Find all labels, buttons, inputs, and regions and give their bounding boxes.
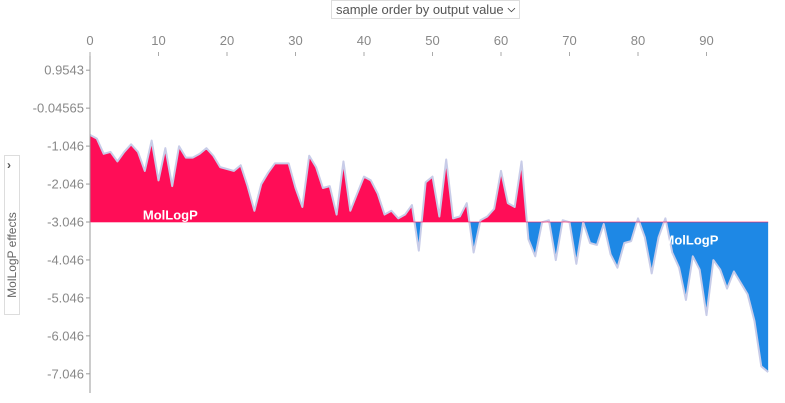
x-tick-label: 90 — [699, 33, 713, 48]
y-tick-label: -1.046 — [47, 139, 84, 154]
x-axis: 0 10 20 30 40 50 60 70 80 90 — [86, 33, 714, 56]
y-tick-label: -0.04565 — [33, 101, 84, 116]
effect-outline — [89, 133, 769, 373]
y-axis-feature-tab[interactable]: › MolLogP effects — [4, 155, 20, 315]
y-tick-label: -6.046 — [47, 328, 84, 343]
negative-feature-label: MolLogP — [664, 232, 719, 247]
x-tick-label: 10 — [151, 33, 165, 48]
x-tick-label: 40 — [357, 33, 371, 48]
y-tick-label: -2.046 — [47, 177, 84, 192]
chevron-down-icon: ⌵ — [507, 3, 516, 15]
y-tick-label: -5.046 — [47, 290, 84, 305]
x-tick-label: 60 — [494, 33, 508, 48]
x-tick-label: 30 — [288, 33, 302, 48]
y-axis: 0.9543 -0.04565 -1.046 -2.046 -3.046 -4.046 -5… — [33, 56, 91, 393]
positive-effect-area — [90, 134, 769, 222]
x-tick-label: 70 — [562, 33, 576, 48]
x-tick-label: 0 — [86, 33, 93, 48]
chevron-right-icon[interactable]: › — [7, 158, 11, 172]
ordering-select-value: sample order by output value — [336, 1, 504, 17]
y-tick-label: -4.046 — [47, 252, 84, 267]
y-tick-label: 0.9543 — [44, 63, 84, 78]
x-tick-label: 20 — [220, 33, 234, 48]
x-tick-label: 50 — [425, 33, 439, 48]
positive-feature-label: MolLogP — [143, 208, 198, 223]
y-tick-label: -7.046 — [47, 366, 84, 381]
x-tick-label: 80 — [631, 33, 645, 48]
y-axis-label: MolLogP effects — [5, 212, 19, 298]
negative-effect-area — [90, 222, 769, 373]
annotations: MolLogP MolLogP — [143, 208, 719, 248]
y-tick-label: -3.046 — [47, 215, 84, 230]
effect-areas — [89, 133, 769, 373]
ordering-select[interactable]: sample order by output value ⌵ — [331, 0, 521, 19]
